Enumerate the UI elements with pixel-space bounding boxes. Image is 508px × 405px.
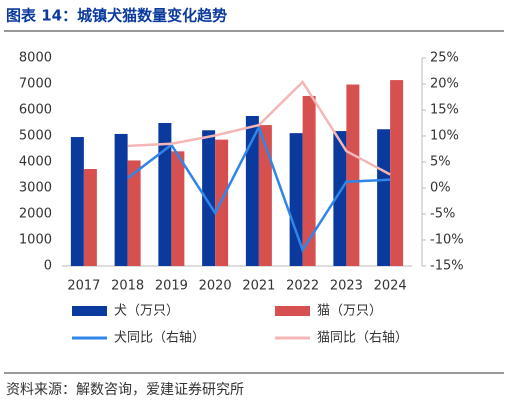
y-tick-label: 2000: [19, 207, 52, 222]
y-tick-label: 7000: [19, 77, 52, 92]
y2-tick-label: -5%: [430, 207, 455, 222]
y-tick-label: 4000: [19, 155, 52, 170]
y2-tick-label: 15%: [430, 103, 459, 118]
y2-tick-label: 0%: [430, 181, 451, 196]
bar: [245, 115, 259, 266]
bar: [377, 129, 391, 266]
source-note: 资料来源：解数咨询，爱建证券研究所: [6, 382, 244, 398]
bar: [346, 84, 360, 267]
y2-tick-label: 25%: [430, 51, 459, 66]
x-tick-label: 2021: [242, 279, 275, 294]
y2-tick-label: 5%: [430, 155, 451, 170]
y-tick-label: 6000: [19, 103, 52, 118]
x-tick-label: 2019: [155, 279, 188, 294]
y-tick-label: 3000: [19, 181, 52, 196]
bar: [70, 137, 84, 266]
bar: [202, 130, 216, 266]
bar: [158, 123, 172, 266]
y2-tick-label: 20%: [430, 77, 459, 92]
legend-swatch: [72, 306, 107, 316]
bar: [171, 151, 185, 266]
y2-tick-label: -15%: [430, 259, 464, 274]
x-tick-label: 2022: [286, 279, 319, 294]
bar: [302, 95, 316, 267]
bar: [390, 80, 404, 266]
bar: [127, 160, 141, 266]
x-tick-label: 2017: [67, 279, 100, 294]
bar: [114, 133, 128, 266]
chart-title: 图表 14：城镇犬猫数量变化趋势: [6, 7, 227, 25]
legend-label: 猫同比（右轴）: [317, 331, 408, 346]
bar: [289, 133, 303, 266]
y-tick-label: 0: [44, 259, 52, 274]
y2-tick-label: -10%: [430, 233, 464, 248]
y2-tick-label: 10%: [430, 129, 459, 144]
bar: [83, 169, 97, 266]
y-tick-label: 1000: [19, 233, 52, 248]
legend-label: 犬同比（右轴）: [114, 331, 205, 346]
x-tick-label: 2020: [199, 279, 232, 294]
bar: [258, 125, 272, 266]
y-tick-label: 5000: [19, 129, 52, 144]
y-tick-label: 8000: [19, 51, 52, 66]
x-tick-label: 2018: [111, 279, 144, 294]
legend-swatch: [275, 306, 310, 316]
bar: [333, 131, 347, 266]
legend-label: 猫（万只）: [317, 304, 382, 319]
x-tick-label: 2023: [330, 279, 363, 294]
x-tick-label: 2024: [374, 279, 407, 294]
line: [127, 79, 391, 176]
legend-label: 犬（万只）: [114, 304, 179, 319]
